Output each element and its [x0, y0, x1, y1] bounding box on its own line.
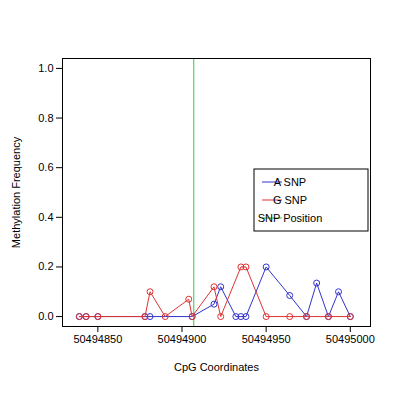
svg-text:0.8: 0.8 — [38, 112, 53, 124]
svg-text:0.2: 0.2 — [38, 260, 53, 272]
svg-text:G SNP: G SNP — [273, 194, 307, 206]
svg-text:1.0: 1.0 — [38, 62, 53, 74]
svg-text:0.0: 0.0 — [38, 310, 53, 322]
svg-text:50494850: 50494850 — [73, 333, 122, 345]
svg-text:0.6: 0.6 — [38, 161, 53, 173]
svg-text:50494900: 50494900 — [158, 333, 207, 345]
svg-text:A SNP: A SNP — [274, 176, 306, 188]
svg-text:CpG Coordinates: CpG Coordinates — [174, 361, 259, 373]
svg-text:0.4: 0.4 — [38, 211, 53, 223]
svg-text:Methylation Frequency: Methylation Frequency — [10, 136, 22, 248]
svg-text:50495000: 50495000 — [326, 333, 375, 345]
svg-text:50494950: 50494950 — [242, 333, 291, 345]
svg-text:SNP Position: SNP Position — [258, 212, 323, 224]
